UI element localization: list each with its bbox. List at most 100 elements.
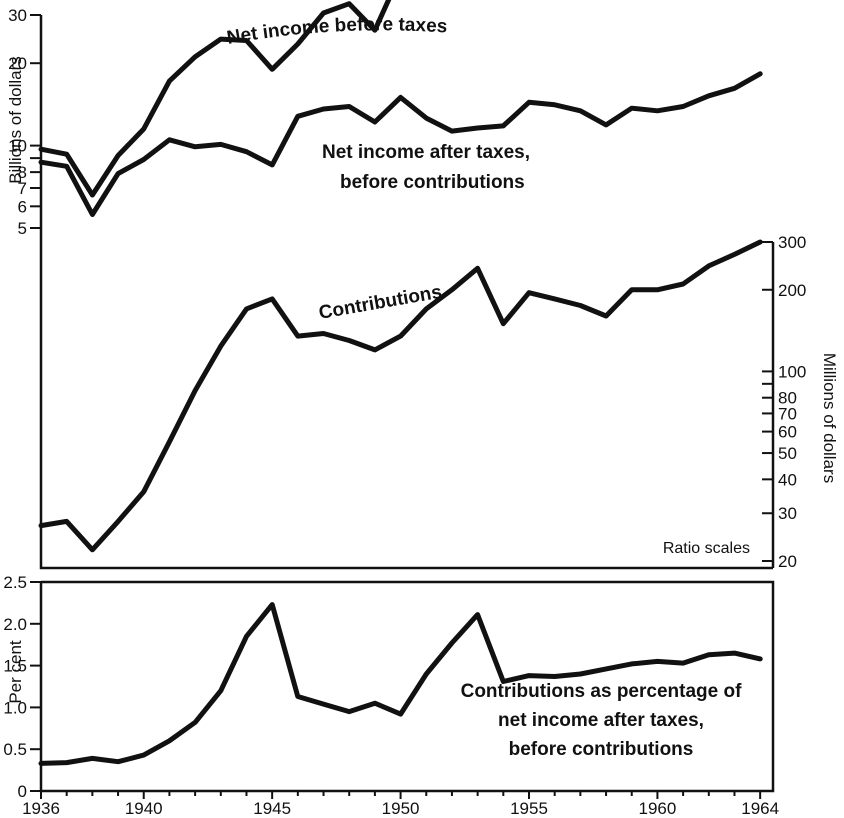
x-tick-label: 1964 [741, 799, 779, 818]
series-2-point [630, 106, 634, 110]
percentage-series-point [373, 701, 377, 705]
right-tick-label: 300 [778, 233, 806, 252]
percentage-series-point [553, 674, 557, 678]
x-tick-label: 1955 [510, 799, 548, 818]
series-line-1 [38, 0, 392, 198]
right-tick-label: 30 [778, 504, 797, 523]
series-2-point [193, 145, 197, 149]
percentage-series-point [244, 634, 248, 638]
series-3-point [758, 240, 762, 244]
left-tick-label: 10 [8, 137, 27, 156]
series-2-point [270, 163, 274, 167]
series-2-point [553, 103, 557, 107]
right-tick-label: 60 [778, 423, 797, 442]
x-tick-label: 1950 [382, 799, 420, 818]
series-3-point [655, 288, 659, 292]
series-1-point [65, 152, 69, 156]
right-tick-label: 20 [778, 552, 797, 571]
series-2-point [90, 213, 94, 217]
bottom-y-tick-label: 0.5 [3, 740, 27, 759]
left-tick-label: 8 [18, 163, 27, 182]
percentage-series-point [758, 657, 762, 661]
series-2-point [244, 150, 248, 154]
ratio-scales-note: Ratio scales [663, 540, 750, 557]
series-label-net-income-before-taxes-text: Net income before taxes [225, 14, 448, 49]
series-1-point [39, 147, 43, 151]
series-3-point [219, 344, 223, 348]
right-tick-label: 40 [778, 470, 797, 489]
percentage-label-line2: net income after taxes, [498, 710, 704, 731]
series-2-point [399, 95, 403, 99]
left-tick-label: 20 [8, 54, 27, 73]
series-3-point [244, 307, 248, 311]
percentage-series-point [116, 760, 120, 764]
series-2-point [296, 114, 300, 118]
series-2-point [604, 123, 608, 127]
series-label-net-income-after-taxes-line2: before contributions [340, 172, 525, 193]
percentage-series-point [65, 761, 69, 765]
bottom-y-tick-label: 0 [18, 782, 27, 801]
percentage-series-point [578, 672, 582, 676]
percentage-series-point [527, 674, 531, 678]
percentage-series-point [450, 641, 454, 645]
series-2-point [39, 160, 43, 164]
series-2-point [450, 129, 454, 133]
series-3-point [347, 339, 351, 343]
series-3-point [142, 490, 146, 494]
bottom-y-tick-label: 1.0 [3, 698, 27, 717]
x-tick-label: 1945 [253, 799, 291, 818]
series-2-point [732, 86, 736, 90]
series-3-point [476, 266, 480, 270]
series-2-point [322, 107, 326, 111]
series-3-point [604, 314, 608, 318]
series-3-point [527, 291, 531, 295]
series-2-point [424, 116, 428, 120]
series-3-point [116, 519, 120, 523]
left-tick-label: 5 [18, 219, 27, 238]
series-2-point [527, 100, 531, 104]
series-1-point [167, 79, 171, 83]
series-2-point [65, 164, 69, 168]
left-axis-title: Billions of dollars [6, 56, 25, 184]
series-1-point [296, 42, 300, 46]
series-2-point [167, 138, 171, 142]
right-axis-title: Millions of dollars [820, 353, 839, 483]
series-3-point [39, 524, 43, 528]
bottom-y-tick-label: 2.0 [3, 615, 27, 634]
series-3-point [424, 307, 428, 311]
series-1-point [244, 39, 248, 43]
bottom-y-tick-label: 1.5 [3, 657, 27, 676]
percentage-series-point [707, 653, 711, 657]
left-tick-label: 7 [18, 179, 27, 198]
percentage-series-point [399, 712, 403, 716]
bottom-y-axis-title: Per cent [6, 640, 25, 704]
series-label-net-income-before-taxes: Net income before taxes [225, 14, 448, 49]
series-3-point [90, 548, 94, 552]
series-3-point [501, 322, 505, 326]
left-tick-label: 6 [18, 197, 27, 216]
series-3-point [399, 334, 403, 338]
series-3-point [630, 288, 634, 292]
series-label-net-income-after-taxes-line1: Net income after taxes, [322, 142, 530, 163]
left-tick-label: 30 [8, 6, 27, 25]
series-2-point [219, 142, 223, 146]
percentage-series-point [476, 613, 480, 617]
percentage-series-point [296, 695, 300, 699]
series-3-point [322, 331, 326, 335]
percentage-series-point [167, 739, 171, 743]
series-2-point [501, 124, 505, 128]
series-2-point [758, 72, 762, 76]
series-3-point [707, 264, 711, 268]
series-1-point [347, 2, 351, 6]
percentage-series-point [630, 662, 634, 666]
series-2-point [578, 109, 582, 113]
series-3-point [450, 288, 454, 292]
series-1-point [116, 154, 120, 158]
series-1-point [373, 28, 377, 32]
x-tick-label: 1936 [22, 799, 60, 818]
series-3-point [681, 282, 685, 286]
bottom-y-tick-label: 2.5 [3, 573, 27, 592]
percentage-series-point [424, 672, 428, 676]
percentage-series-point [681, 661, 685, 665]
series-2-point [142, 157, 146, 161]
